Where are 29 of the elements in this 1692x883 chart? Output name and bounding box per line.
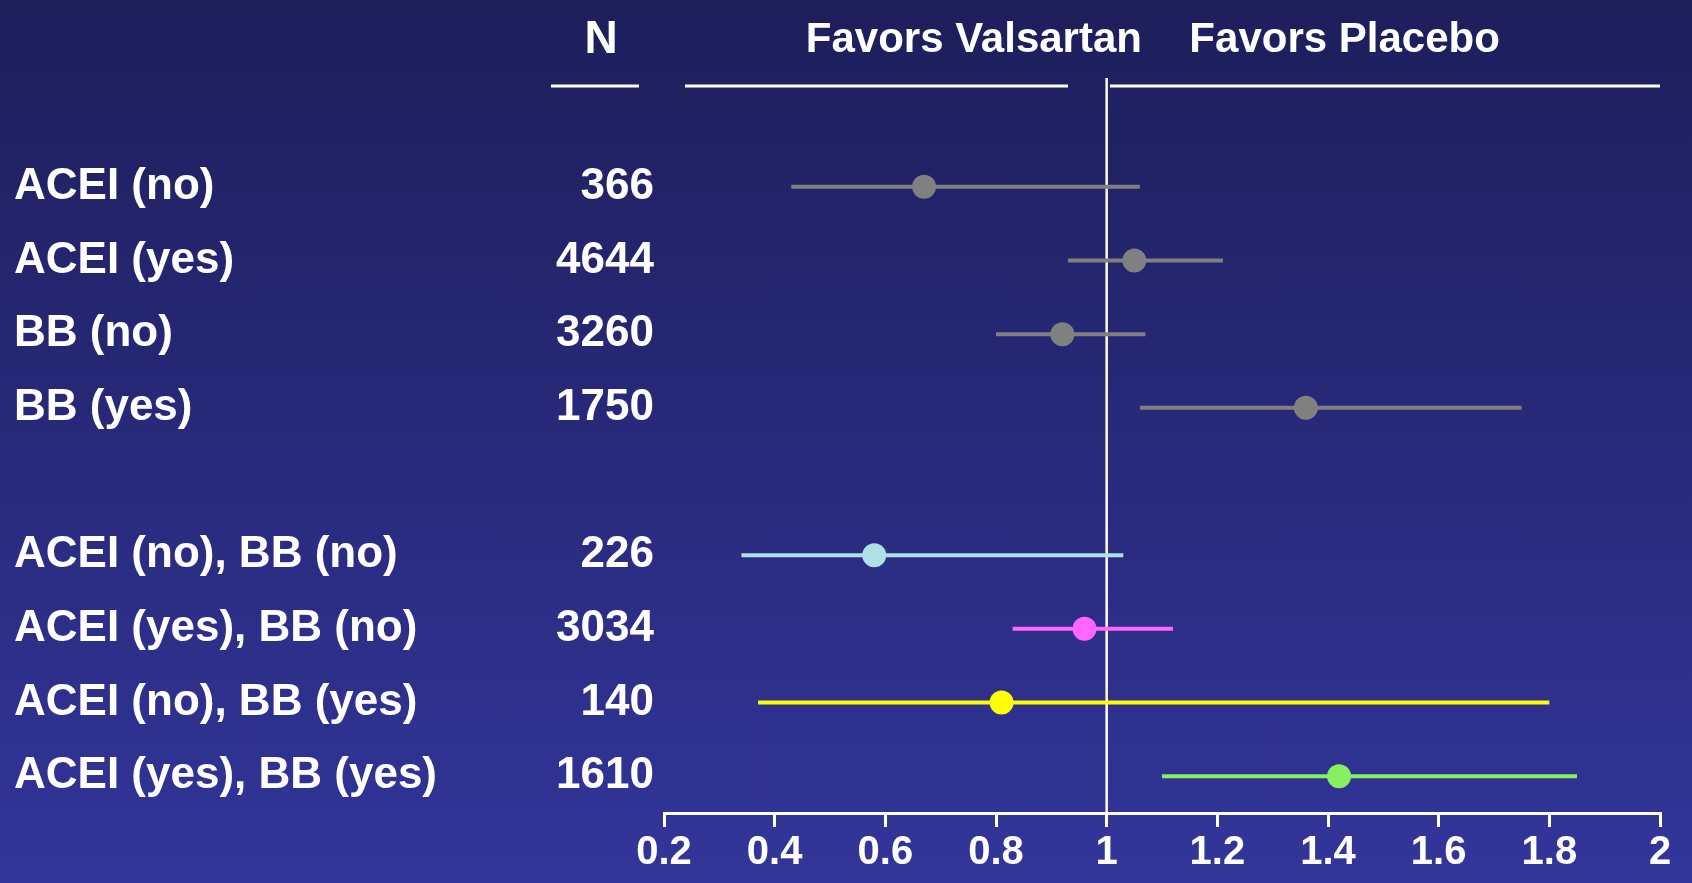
text: Favors Placebo — [1189, 13, 1500, 61]
y-tick-label: ACEI (yes) — [14, 232, 235, 282]
y-tick-label: ACEI (no) — [14, 158, 215, 208]
x-tick-label: 0.4 — [746, 828, 804, 873]
y2-tick-label: 3260 — [556, 306, 654, 356]
x-tick-label: 0.8 — [968, 828, 1024, 873]
y2-tick-label: 140 — [580, 674, 654, 724]
x-tick-label: 2 — [1648, 828, 1672, 873]
y-tick-label: BB (yes) — [14, 379, 193, 429]
y2-tick-label: 366 — [580, 158, 654, 208]
x-tick-label: 1.4 — [1300, 828, 1357, 873]
y2-tick-label: 4644 — [556, 232, 655, 282]
x-tick-label: 1.8 — [1521, 828, 1578, 873]
x-tick-label: 1 — [1095, 828, 1118, 873]
text: Favors Valsartan — [805, 13, 1142, 61]
y-tick-label: ACEI (no), BB (no) — [14, 527, 398, 577]
x-tick-label: 0.6 — [857, 828, 914, 873]
y2-tick-label: 3034 — [556, 600, 655, 650]
text: N — [584, 10, 618, 63]
y-tick-label: ACEI (yes), BB (yes) — [14, 748, 438, 798]
x-tick-label: 0.2 — [636, 828, 692, 873]
y-tick-label: ACEI (no), BB (yes) — [14, 674, 418, 724]
x-tick-label: 1.2 — [1189, 828, 1246, 873]
x-tick-label: 1.6 — [1410, 828, 1467, 873]
y2-tick-label: 226 — [580, 527, 654, 577]
y-tick-label: BB (no) — [14, 306, 173, 356]
y2-tick-label: 1750 — [556, 379, 654, 429]
y-tick-label: ACEI (yes), BB (no) — [14, 600, 418, 650]
y2-tick-label: 1610 — [556, 748, 654, 798]
